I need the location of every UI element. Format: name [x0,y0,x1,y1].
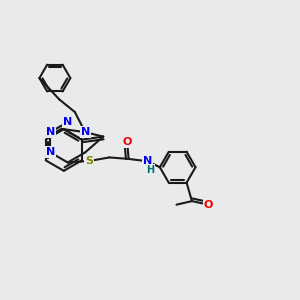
Text: O: O [122,137,132,147]
Text: N: N [81,127,90,137]
Text: N: N [46,147,55,158]
Text: H: H [146,165,154,175]
Text: N: N [63,117,72,127]
Text: N: N [46,127,55,137]
Text: N: N [143,156,153,166]
Text: S: S [85,156,93,166]
Text: O: O [204,200,213,210]
